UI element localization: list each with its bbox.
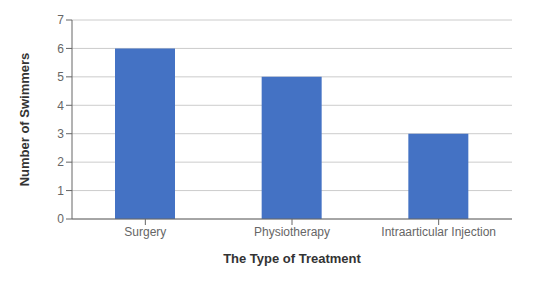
svg-text:Intraarticular Injection: Intraarticular Injection xyxy=(381,225,496,239)
svg-text:2: 2 xyxy=(57,155,64,169)
svg-text:4: 4 xyxy=(57,99,64,113)
svg-text:7: 7 xyxy=(57,13,64,27)
svg-text:Number of Swimmers: Number of Swimmers xyxy=(17,53,32,187)
svg-text:Surgery: Surgery xyxy=(124,225,166,239)
svg-text:Physiotherapy: Physiotherapy xyxy=(254,225,330,239)
svg-text:3: 3 xyxy=(57,127,64,141)
svg-text:0: 0 xyxy=(57,212,64,226)
svg-text:6: 6 xyxy=(57,42,64,56)
svg-text:5: 5 xyxy=(57,70,64,84)
svg-text:1: 1 xyxy=(57,184,64,198)
svg-text:The Type of Treatment: The Type of Treatment xyxy=(223,251,361,266)
